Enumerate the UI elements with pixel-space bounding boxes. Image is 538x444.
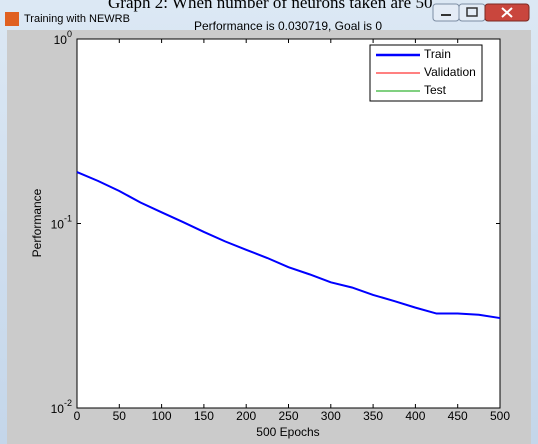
x-tick-label: 50 (113, 409, 127, 423)
legend-label: Test (424, 83, 447, 97)
x-tick-label: 350 (363, 409, 383, 423)
y-tick-label: 100 (54, 29, 72, 47)
y-tick-label: 10-2 (51, 398, 72, 416)
x-tick-label: 300 (321, 409, 341, 423)
x-tick-label: 400 (405, 409, 425, 423)
chart-title: Performance is 0.030719, Goal is 0 (194, 19, 382, 33)
maximize-button[interactable] (458, 3, 486, 22)
x-tick-label: 500 (490, 409, 510, 423)
x-tick-label: 150 (194, 409, 214, 423)
app-icon (5, 12, 19, 26)
y-tick-label: 10-1 (51, 214, 72, 232)
close-icon (501, 7, 513, 18)
x-tick-label: 0 (74, 409, 81, 423)
legend: Train Validation Test (369, 44, 483, 102)
legend-label: Train (424, 47, 451, 61)
window-title: Training with NEWRB (24, 13, 130, 25)
x-tick-label: 250 (278, 409, 298, 423)
x-tick-label: 200 (236, 409, 256, 423)
y-axis-label: Performance (30, 188, 44, 257)
x-tick-label: 450 (448, 409, 468, 423)
x-axis-label: 500 Epochs (256, 425, 319, 439)
x-tick-label: 100 (152, 409, 172, 423)
minimize-button[interactable] (432, 3, 460, 22)
data-line (76, 171, 501, 320)
legend-label: Validation (424, 65, 476, 79)
caption: Graph 2: When number of neurons taken ar… (108, 0, 432, 12)
maximize-icon (466, 7, 478, 17)
